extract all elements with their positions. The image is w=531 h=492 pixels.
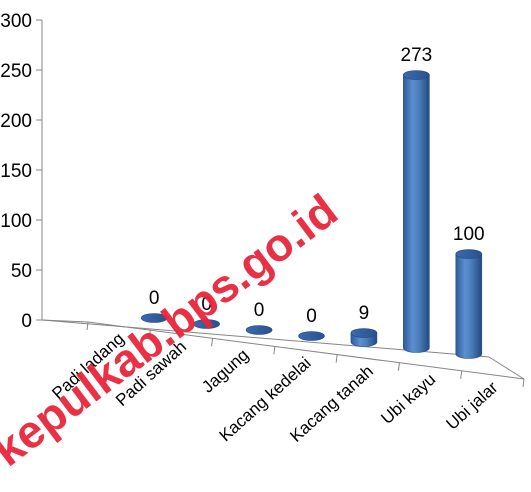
x-tick-mark	[211, 338, 214, 347]
floor-front-edge	[87, 321, 525, 380]
bar-top	[193, 319, 220, 329]
axes: 0 50 100 150 200 250 300	[0, 11, 525, 388]
data-label: 0	[201, 294, 212, 315]
bar-top	[298, 331, 325, 341]
bar-top	[455, 249, 483, 259]
x-tick-mark	[148, 330, 151, 339]
category-label: Ubi jalar	[442, 378, 501, 434]
bar	[245, 325, 273, 335]
data-label: 0	[149, 288, 160, 309]
y-tick-label: 150	[0, 161, 32, 182]
bar-body	[455, 253, 483, 359]
bar-body	[403, 74, 430, 353]
data-label: 9	[359, 303, 370, 324]
floor-right-edge	[488, 356, 525, 380]
x-tick-mark	[86, 321, 89, 331]
bar-top	[403, 70, 430, 80]
x-tick-mark	[460, 370, 463, 379]
bar	[140, 313, 168, 323]
data-label: 273	[401, 45, 433, 66]
y-tick-label: 250	[0, 61, 32, 82]
y-tick-label: 300	[0, 11, 32, 32]
bar	[193, 319, 220, 329]
data-label: 0	[306, 306, 317, 327]
bars	[140, 70, 483, 359]
y-tick-label: 100	[0, 211, 32, 232]
y-tick-label: 200	[0, 111, 32, 132]
y-tick-label: 50	[11, 261, 32, 282]
x-tick-mark	[335, 354, 338, 363]
x-tick-mark	[522, 378, 525, 388]
bar-top	[140, 313, 168, 323]
bar-top	[245, 325, 273, 335]
category-label: Jagung	[198, 345, 252, 396]
x-tick-mark	[273, 346, 276, 355]
bar	[455, 249, 483, 359]
x-tick-mark	[397, 362, 400, 371]
data-label: 100	[453, 224, 485, 245]
floor-left-edge	[41, 319, 89, 323]
category-label: Ubi kayu	[377, 370, 439, 428]
data-label: 0	[254, 300, 265, 321]
bar	[350, 328, 378, 347]
bar-top	[350, 328, 378, 338]
bar	[298, 331, 325, 341]
bar	[403, 70, 430, 353]
y-tick-label: 0	[21, 311, 32, 332]
